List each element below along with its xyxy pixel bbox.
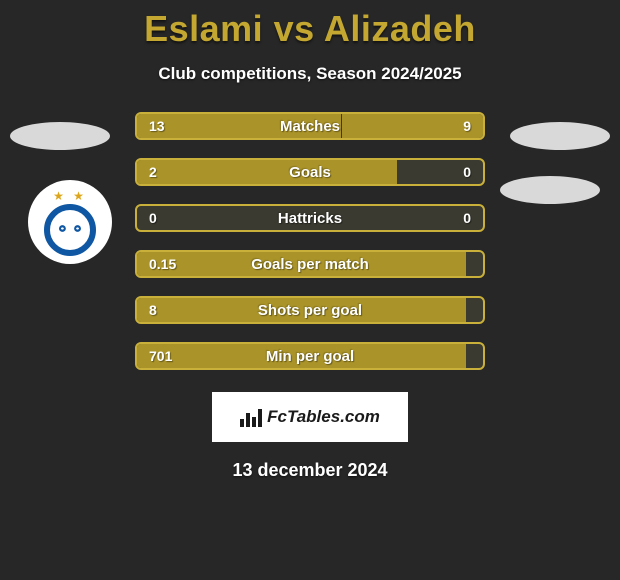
- branding-text: FcTables.com: [267, 407, 380, 427]
- team-logo-ring: ⚬⚬: [44, 204, 96, 256]
- stat-value-right: 0: [463, 160, 471, 184]
- player-badge-placeholder: [10, 122, 110, 150]
- stat-label: Matches: [137, 114, 483, 138]
- stat-bar: 701Min per goal: [135, 342, 485, 370]
- stat-bar: 8Shots per goal: [135, 296, 485, 324]
- stat-label: Shots per goal: [137, 298, 483, 322]
- subtitle: Club competitions, Season 2024/2025: [0, 64, 620, 84]
- stats-bar-container: 13Matches92Goals00Hattricks00.15Goals pe…: [135, 112, 485, 370]
- player-badge-placeholder: [500, 176, 600, 204]
- team-logo-glyph: ⚬⚬: [55, 219, 85, 240]
- stat-label: Hattricks: [137, 206, 483, 230]
- page-title: Eslami vs Alizadeh: [0, 0, 620, 50]
- stat-label: Goals per match: [137, 252, 483, 276]
- stat-label: Min per goal: [137, 344, 483, 368]
- stat-value-right: 9: [463, 114, 471, 138]
- stat-bar: 2Goals0: [135, 158, 485, 186]
- star-icon: ★ ★: [53, 189, 87, 203]
- team-logo: ★ ★ ⚬⚬: [28, 180, 112, 264]
- bar-chart-icon: [240, 407, 262, 427]
- fctables-branding: FcTables.com: [212, 392, 408, 442]
- stat-bar: 0Hattricks0: [135, 204, 485, 232]
- stat-bar: 13Matches9: [135, 112, 485, 140]
- stat-bar: 0.15Goals per match: [135, 250, 485, 278]
- snapshot-date: 13 december 2024: [0, 460, 620, 481]
- stat-label: Goals: [137, 160, 483, 184]
- player-badge-placeholder: [510, 122, 610, 150]
- stat-value-right: 0: [463, 206, 471, 230]
